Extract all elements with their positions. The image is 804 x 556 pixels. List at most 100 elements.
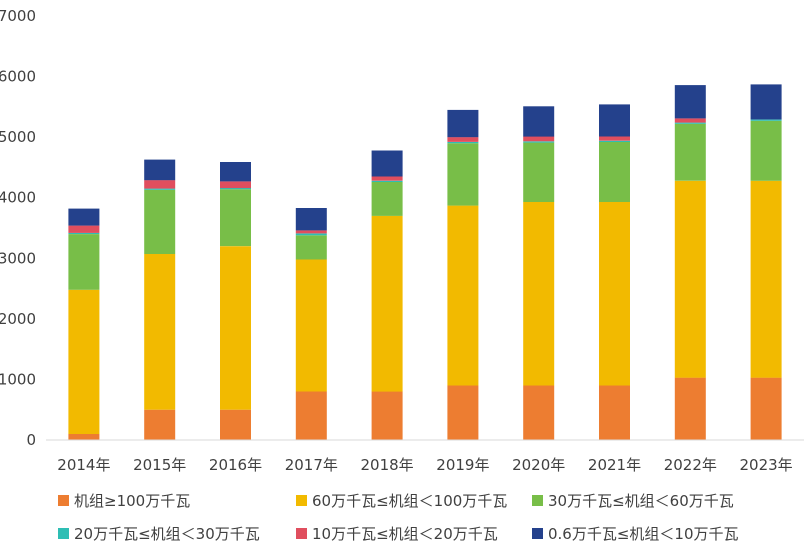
- legend-label: 10万千瓦≤机组＜20万千瓦: [312, 525, 498, 543]
- bar-segment: [68, 289, 100, 434]
- y-tick-label: 6000: [0, 68, 36, 86]
- legend-swatch: [296, 528, 307, 539]
- bar-segment: [599, 140, 630, 142]
- y-tick-label: 4000: [0, 189, 36, 207]
- bar-segment: [371, 391, 403, 440]
- x-tick-label: 2016年: [209, 456, 262, 474]
- legend-label: 0.6万千瓦≤机组＜10万千瓦: [548, 525, 739, 543]
- legend-item: 10万千瓦≤机组＜20万千瓦: [296, 525, 498, 543]
- y-tick-label: 2000: [0, 310, 36, 328]
- bar-segment: [295, 230, 327, 234]
- legend-label: 20万千瓦≤机组＜30万千瓦: [74, 525, 260, 543]
- bar-segment: [68, 234, 100, 290]
- x-tick-label: 2018年: [361, 456, 414, 474]
- bar-segment: [295, 391, 327, 440]
- bar-segment: [750, 120, 782, 181]
- bar-segment: [371, 150, 403, 177]
- x-axis: 2014年 2015年 2016年 2017年 2018年 2019年 2020年 2021年…: [57, 456, 792, 474]
- bar-segment: [523, 136, 555, 142]
- bar-segment: [599, 104, 630, 137]
- bar-segment: [295, 208, 327, 231]
- legend-item: 20万千瓦≤机组＜30万千瓦: [58, 525, 260, 543]
- y-tick-label: 5000: [0, 128, 36, 146]
- legend-swatch: [532, 495, 543, 506]
- bar-segment: [371, 215, 403, 392]
- bar-segment: [674, 180, 706, 378]
- bar-segment: [144, 180, 176, 189]
- bar-segment: [599, 142, 630, 202]
- bar-segment: [447, 205, 479, 386]
- bar-segment: [68, 208, 100, 226]
- bar-segment: [220, 409, 251, 440]
- bar-segment: [447, 385, 479, 440]
- bar-segment: [220, 181, 251, 189]
- bar-segment: [599, 385, 630, 440]
- bar-segment: [371, 176, 403, 181]
- x-tick-label: 2023年: [740, 456, 793, 474]
- bar-segment: [447, 143, 479, 206]
- bar-segment: [447, 142, 479, 144]
- bar-segment: [750, 119, 782, 121]
- bar-segment: [68, 225, 100, 233]
- x-tick-label: 2019年: [436, 456, 489, 474]
- bar-segment: [523, 385, 555, 440]
- bar-segment: [674, 122, 706, 124]
- bar-segment: [68, 433, 100, 440]
- y-axis: 0 1000 2000 3000 4000 5000 6000 7000: [0, 7, 36, 449]
- legend-swatch: [532, 528, 543, 539]
- legend-label: 60万千瓦≤机组＜100万千瓦: [312, 492, 507, 510]
- legend-swatch: [58, 495, 69, 506]
- bar-segment: [674, 118, 706, 123]
- bar-segment: [674, 85, 706, 119]
- bar-segment: [220, 246, 251, 410]
- legend-label: 机组≥100万千瓦: [74, 492, 190, 510]
- bar-segment: [599, 202, 630, 386]
- bar-segment: [295, 233, 327, 236]
- legend-item: 60万千瓦≤机组＜100万千瓦: [296, 492, 507, 510]
- y-tick-label: 1000: [0, 370, 36, 388]
- bar-segment: [750, 180, 782, 378]
- bar-segment: [371, 180, 403, 182]
- bar-segment: [144, 188, 176, 190]
- x-tick-label: 2021年: [588, 456, 641, 474]
- legend-item: 0.6万千瓦≤机组＜10万千瓦: [532, 525, 739, 543]
- bar-segment: [523, 106, 555, 137]
- x-tick-label: 2014年: [57, 456, 110, 474]
- bar-segment: [523, 142, 555, 202]
- bar-segment: [68, 232, 100, 234]
- bar-segment: [447, 109, 479, 138]
- bars-group: [68, 84, 782, 440]
- bar-segment: [447, 137, 479, 142]
- bar-segment: [750, 84, 782, 120]
- y-tick-label: 7000: [0, 7, 36, 25]
- bar-segment: [599, 136, 630, 141]
- bar-segment: [144, 189, 176, 254]
- bar-segment: [523, 141, 555, 143]
- bar-segment: [144, 409, 176, 440]
- legend-swatch: [296, 495, 307, 506]
- x-tick-label: 2020年: [512, 456, 565, 474]
- bar-segment: [674, 123, 706, 181]
- bar-segment: [220, 189, 251, 247]
- legend-item: 30万千瓦≤机组＜60万千瓦: [532, 492, 734, 510]
- x-tick-label: 2022年: [664, 456, 717, 474]
- bar-segment: [371, 182, 403, 216]
- bar-segment: [144, 254, 176, 410]
- x-tick-label: 2015年: [133, 456, 186, 474]
- bar-segment: [295, 259, 327, 392]
- bar-segment: [750, 377, 782, 440]
- legend-item: 机组≥100万千瓦: [58, 492, 190, 510]
- legend-swatch: [58, 528, 69, 539]
- legend: 机组≥100万千瓦 60万千瓦≤机组＜100万千瓦 30万千瓦≤机组＜60万千瓦 20…: [58, 492, 739, 543]
- bar-segment: [220, 162, 251, 182]
- y-tick-label: 3000: [0, 249, 36, 267]
- bar-segment: [220, 188, 251, 190]
- bar-segment: [144, 159, 176, 181]
- bar-segment: [295, 235, 327, 260]
- y-tick-label: 0: [26, 431, 36, 449]
- bar-segment: [523, 202, 555, 386]
- bar-segment: [674, 377, 706, 440]
- legend-label: 30万千瓦≤机组＜60万千瓦: [548, 492, 734, 510]
- x-tick-label: 2017年: [285, 456, 338, 474]
